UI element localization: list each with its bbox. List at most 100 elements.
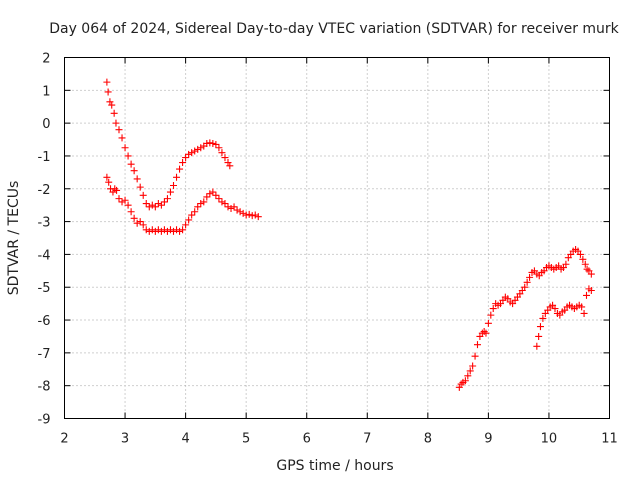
data-point: [130, 214, 138, 222]
series-1: [103, 78, 234, 211]
data-point: [580, 309, 588, 317]
data-point: [484, 319, 492, 327]
data-point: [239, 209, 247, 217]
x-tick-label: 2: [60, 432, 68, 447]
data-point: [551, 305, 559, 313]
data-point: [121, 144, 129, 152]
data-point: [245, 210, 253, 218]
data-point: [103, 78, 111, 86]
data-point: [487, 311, 495, 319]
series-3: [455, 245, 595, 391]
x-tick-label: 8: [424, 432, 432, 447]
data-point: [170, 181, 177, 189]
data-point: [248, 212, 256, 220]
data-point: [104, 88, 112, 96]
data-point: [148, 226, 156, 234]
data-point: [242, 211, 250, 219]
y-tick-label: -9: [38, 413, 51, 428]
data-point: [133, 219, 141, 227]
data-point: [111, 185, 119, 193]
data-point: [206, 139, 214, 147]
data-point: [489, 305, 497, 313]
data-point: [179, 159, 187, 167]
data-point: [110, 109, 118, 117]
y-tick-label: 0: [42, 117, 50, 132]
data-point: [224, 203, 232, 211]
data-point: [226, 162, 234, 170]
data-point: [464, 372, 472, 380]
data-point: [148, 201, 156, 209]
data-point: [221, 154, 229, 162]
data-point: [157, 227, 165, 235]
data-point: [482, 329, 490, 337]
data-point: [206, 190, 214, 198]
data-point: [108, 101, 116, 109]
y-tick-label: -4: [38, 248, 51, 263]
data-point: [209, 139, 217, 147]
data-point: [526, 273, 534, 281]
data-point: [455, 383, 463, 391]
data-point: [194, 203, 202, 211]
grid: [64, 57, 610, 419]
data-point: [576, 250, 584, 258]
data-point: [191, 208, 199, 216]
data-point: [535, 332, 543, 340]
data-point: [587, 287, 595, 295]
data-point: [457, 380, 465, 388]
data-point: [539, 314, 547, 322]
data-point: [582, 291, 590, 299]
data-point: [461, 377, 469, 385]
data-point: [203, 193, 211, 201]
y-tick-label: 1: [42, 84, 50, 99]
data-point: [163, 195, 171, 203]
data-point: [185, 216, 193, 224]
data-point: [133, 175, 141, 183]
data-point: [212, 140, 220, 148]
data-point: [215, 195, 223, 203]
data-point: [209, 188, 217, 196]
data-point: [200, 198, 208, 206]
x-axis-label: GPS time / hours: [276, 458, 393, 474]
data-point: [115, 195, 123, 203]
data-point: [224, 159, 232, 167]
data-point: [124, 201, 132, 209]
data-point: [105, 178, 113, 186]
x-tick-label: 7: [363, 432, 371, 447]
data-point: [151, 227, 159, 235]
x-tick-label: 6: [303, 432, 311, 447]
data-point: [139, 191, 147, 199]
data-point: [212, 191, 220, 199]
data-point: [182, 154, 190, 162]
data-point: [176, 165, 184, 173]
data-point: [191, 147, 199, 155]
data-point: [136, 218, 144, 226]
data-point: [185, 150, 193, 158]
data-point: [227, 204, 235, 212]
data-point: [145, 227, 153, 235]
y-tick-label: -2: [38, 183, 51, 198]
data-point: [182, 221, 190, 229]
data-point: [218, 149, 226, 157]
data-point: [533, 342, 541, 350]
y-axis-label: SDTVAR / TECUs: [6, 181, 22, 296]
data-point: [127, 208, 135, 216]
data-point: [469, 362, 477, 370]
data-point: [179, 226, 187, 234]
data-point: [562, 260, 570, 268]
data-point: [197, 144, 205, 152]
data-point: [480, 328, 488, 336]
data-point: [587, 270, 595, 278]
data-point: [118, 134, 126, 142]
plot-frame: [64, 57, 610, 419]
data-point: [466, 367, 474, 375]
data-point: [154, 200, 162, 208]
data-point: [581, 260, 589, 268]
x-tick-label: 4: [181, 432, 189, 447]
data-point: [139, 221, 147, 229]
x-axis: 2 3 4 5 6 7 8 9 10 11: [60, 57, 618, 447]
data-point: [176, 227, 184, 235]
data-point: [113, 186, 121, 194]
data-point: [124, 152, 132, 160]
data-point: [118, 198, 126, 206]
